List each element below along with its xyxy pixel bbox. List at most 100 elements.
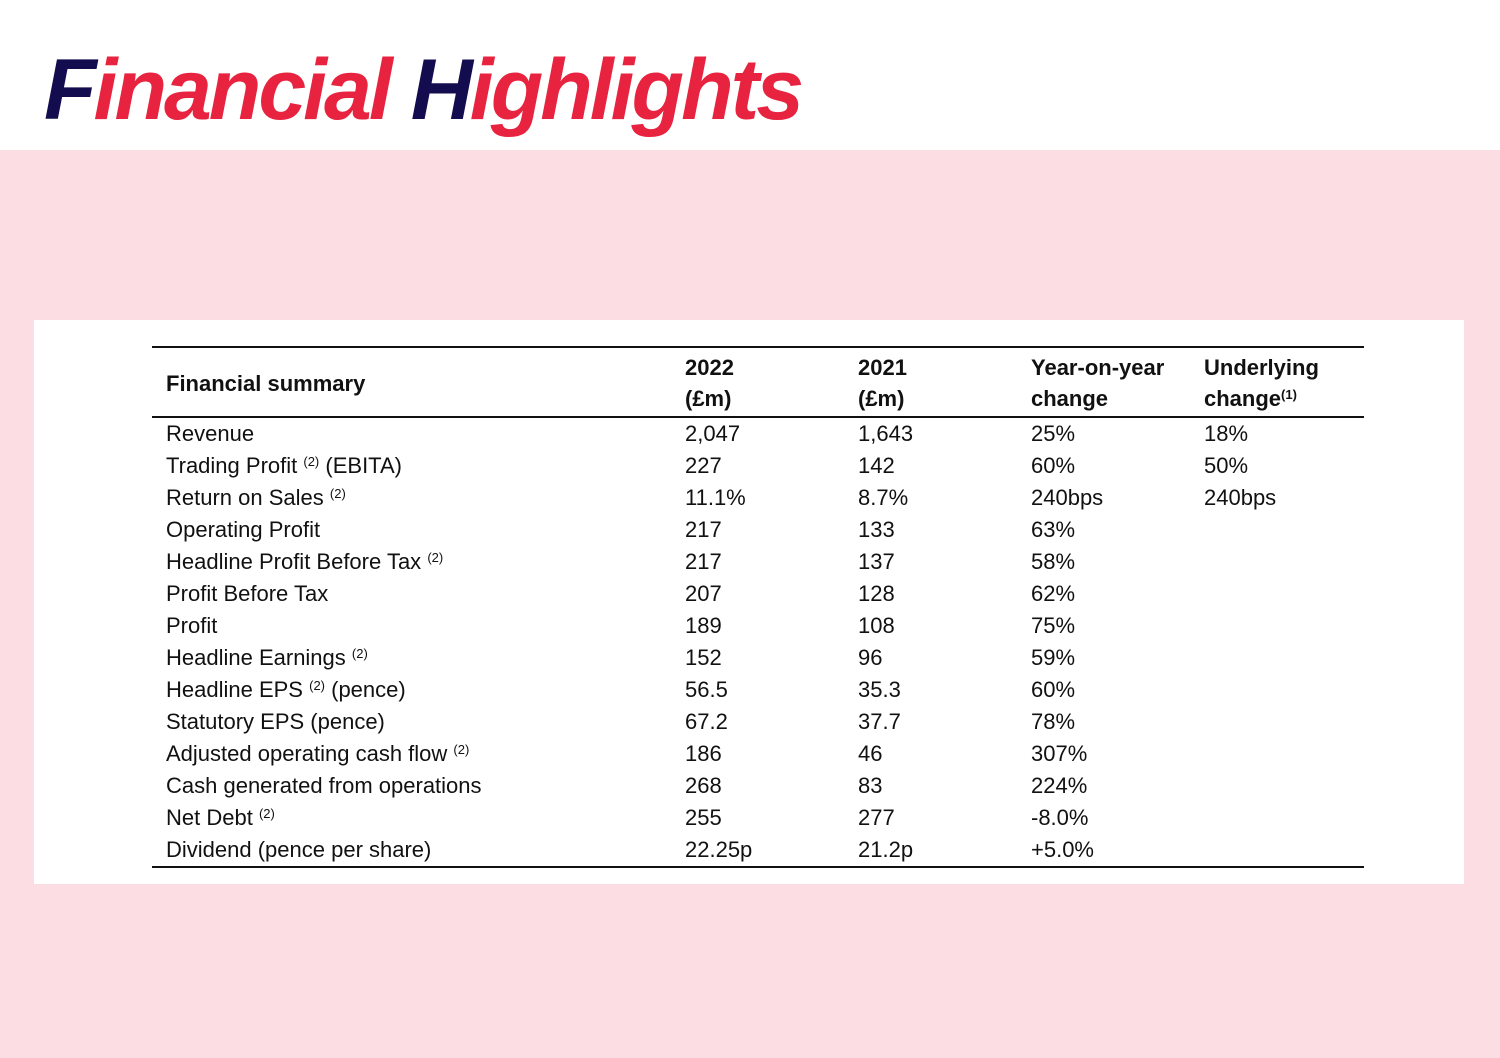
- column-header: Year-on-year change: [1017, 347, 1190, 417]
- row-label-suffix: (pence): [331, 677, 406, 702]
- cell-v2022: 2,047: [685, 421, 741, 446]
- cell-label: Statutory EPS (pence): [152, 706, 671, 738]
- cell-underlying: 240bps: [1204, 485, 1277, 510]
- financial-summary-table: Financial summary 2022 (£m) 2021 (£m) Year-on…: [152, 346, 1364, 868]
- column-header: Underlying change(1): [1190, 347, 1364, 417]
- row-label: Return on Sales: [166, 485, 324, 510]
- row-label: Net Debt: [166, 805, 253, 830]
- cell-underlying: [1190, 578, 1364, 610]
- row-label-suffix: (EBITA): [325, 453, 402, 478]
- table-row: Adjusted operating cash flow (2) 186 46 307…: [152, 738, 1364, 770]
- cell-yoy: 60%: [1031, 453, 1076, 478]
- table-row: Statutory EPS (pence) 67.2 37.7 78%: [152, 706, 1364, 738]
- row-label: Trading Profit: [166, 453, 298, 478]
- cell-v2022: 11.1%: [685, 485, 746, 510]
- column-header: Financial summary: [152, 347, 671, 417]
- footnote-marker: (2): [329, 486, 346, 501]
- footnote-marker: (2): [453, 742, 470, 757]
- header-line: Financial summary: [166, 370, 366, 396]
- cell-v2022: 255: [685, 805, 722, 830]
- cell-yoy: -8.0%: [1031, 805, 1089, 830]
- cell-underlying: [1190, 802, 1364, 834]
- cell-v2022: 217: [685, 549, 722, 574]
- cell-v2021: 46: [858, 741, 883, 766]
- row-label: Headline Earnings: [166, 645, 346, 670]
- column-header: 2022 (£m): [671, 347, 844, 417]
- cell-v2022: 217: [685, 517, 722, 542]
- cell-v2021: 8.7%: [858, 485, 909, 510]
- cell-yoy: 62%: [1031, 581, 1076, 606]
- cell-v2021: 83: [858, 773, 883, 798]
- table-header-row: Financial summary 2022 (£m) 2021 (£m) Year-on…: [152, 347, 1364, 417]
- cell-v2021: 142: [858, 453, 895, 478]
- cell-yoy: 60%: [1031, 677, 1076, 702]
- cell-yoy: 240bps: [1031, 485, 1104, 510]
- cell-label: Cash generated from operations: [152, 770, 671, 802]
- cell-v2021: 37.7: [858, 709, 901, 734]
- table-row: Profit 189 108 75%: [152, 610, 1364, 642]
- header-line: Year-on-year: [1031, 355, 1165, 380]
- cell-v2021: 128: [858, 581, 895, 606]
- cell-yoy: 78%: [1031, 709, 1076, 734]
- header-line: change: [1031, 386, 1109, 411]
- cell-label: Dividend (pence per share): [152, 834, 671, 867]
- header-line: change: [1204, 386, 1282, 411]
- cell-v2021: 133: [858, 517, 895, 542]
- footnote-marker: (2): [258, 806, 275, 821]
- cell-v2022: 227: [685, 453, 722, 478]
- cell-v2022: 186: [685, 741, 722, 766]
- cell-underlying: [1190, 706, 1364, 738]
- cell-label: Headline Earnings (2): [152, 642, 671, 674]
- footnote-marker: (2): [309, 678, 325, 693]
- cell-yoy: +5.0%: [1031, 837, 1094, 862]
- table-row: Net Debt (2) 255 277 -8.0%: [152, 802, 1364, 834]
- row-label: Adjusted operating cash flow: [166, 741, 448, 766]
- header-line: 2021: [858, 355, 907, 380]
- table-row: Cash generated from operations 268 83 224%: [152, 770, 1364, 802]
- header-line: (£m): [858, 386, 905, 411]
- table-row: Headline EPS (2) (pence) 56.5 35.3 60%: [152, 674, 1364, 706]
- cell-label: Adjusted operating cash flow (2): [152, 738, 671, 770]
- row-label: Revenue: [166, 421, 255, 446]
- cell-v2022: 268: [685, 773, 722, 798]
- cell-v2021: 35.3: [858, 677, 901, 702]
- footnote-marker: (2): [351, 646, 368, 661]
- cell-v2021: 21.2p: [858, 837, 914, 862]
- cell-underlying: [1190, 834, 1364, 867]
- column-header: 2021 (£m): [844, 347, 1017, 417]
- cell-label: Net Debt (2): [152, 802, 671, 834]
- cell-v2022: 189: [685, 613, 722, 638]
- cell-yoy: 58%: [1031, 549, 1076, 574]
- row-label: Headline Profit Before Tax: [166, 549, 422, 574]
- cell-yoy: 25%: [1031, 421, 1076, 446]
- table-row: Dividend (pence per share) 22.25p 21.2p +5.…: [152, 834, 1364, 867]
- cell-label: Profit: [152, 610, 671, 642]
- header-line: Underlying: [1204, 355, 1319, 380]
- row-label: Profit: [166, 613, 218, 638]
- cell-underlying: [1190, 674, 1364, 706]
- cell-v2022: 22.25p: [685, 837, 753, 862]
- cell-yoy: 75%: [1031, 613, 1076, 638]
- financial-summary-panel: Financial summary 2022 (£m) 2021 (£m) Year-on…: [34, 320, 1464, 884]
- cell-yoy: 63%: [1031, 517, 1076, 542]
- cell-label: Trading Profit (2) (EBITA): [152, 450, 671, 482]
- cell-v2022: 56.5: [685, 677, 728, 702]
- table-row: Return on Sales (2) 11.1% 8.7% 240bps 240bps: [152, 482, 1364, 514]
- cell-yoy: 307%: [1031, 741, 1088, 766]
- cell-v2021: 137: [858, 549, 895, 574]
- cell-label: Operating Profit: [152, 514, 671, 546]
- cell-label: Headline Profit Before Tax (2): [152, 546, 671, 578]
- row-label: Dividend (pence per share): [166, 837, 432, 862]
- row-label: Profit Before Tax: [166, 581, 329, 606]
- header-line: (£m): [685, 386, 732, 411]
- cell-v2022: 207: [685, 581, 722, 606]
- row-label: Cash generated from operations: [166, 773, 482, 798]
- header-line: 2022: [685, 355, 734, 380]
- cell-v2021: 108: [858, 613, 895, 638]
- cell-v2021: 96: [858, 645, 883, 670]
- cell-v2021: 1,643: [858, 421, 914, 446]
- cell-underlying: [1190, 514, 1364, 546]
- cell-yoy: 224%: [1031, 773, 1088, 798]
- table-row: Headline Earnings (2) 152 96 59%: [152, 642, 1364, 674]
- cell-underlying: 18%: [1204, 421, 1249, 446]
